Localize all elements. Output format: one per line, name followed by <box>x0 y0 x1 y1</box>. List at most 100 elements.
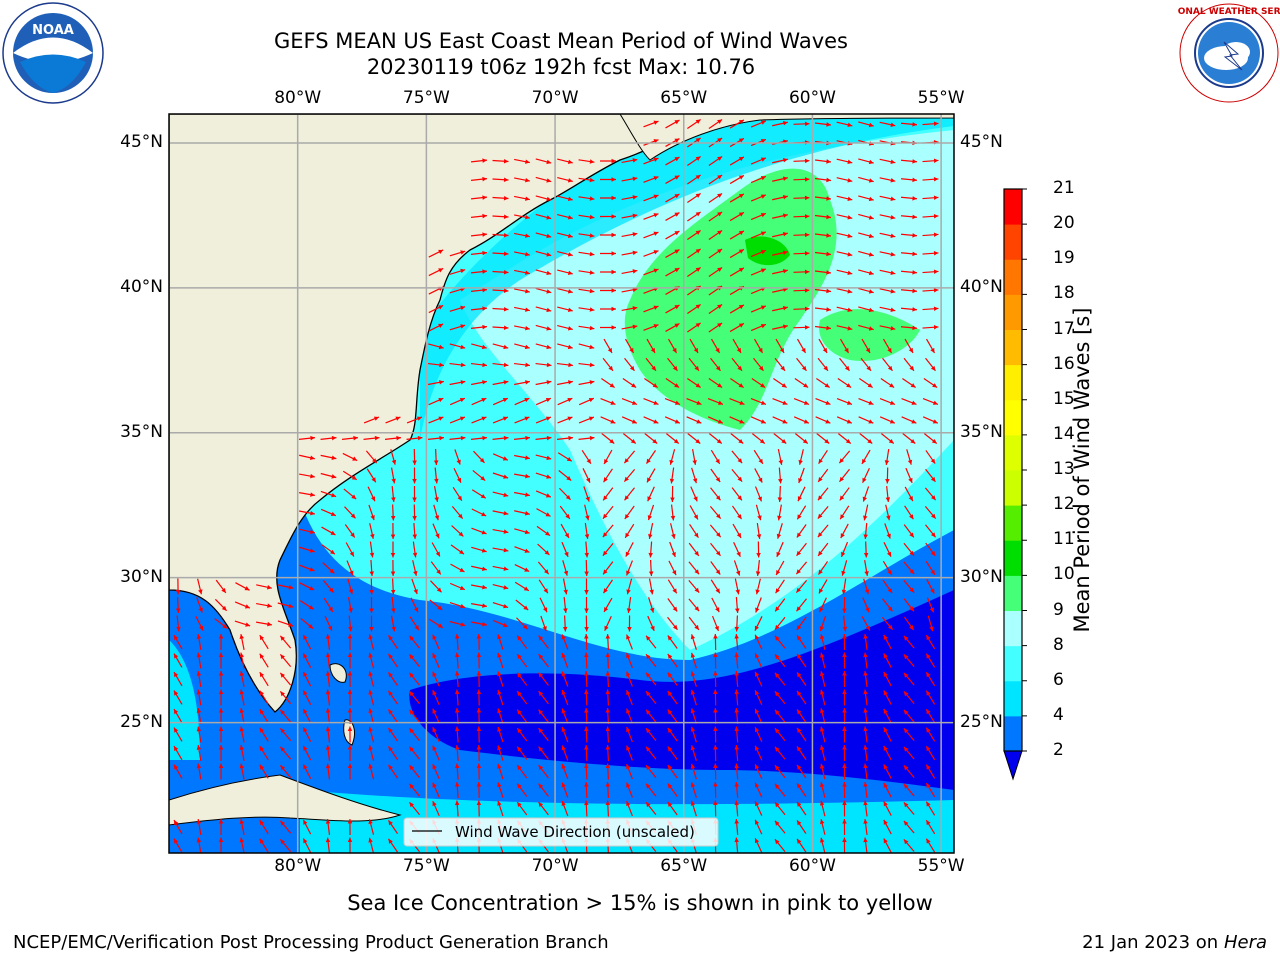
wind-arrow-head <box>497 634 502 640</box>
wind-arrow-head <box>863 819 868 824</box>
lat-tick-label: 30°N <box>960 566 1003 587</box>
wind-arrow-head <box>903 802 909 808</box>
wind-arrow-head <box>502 456 508 461</box>
wind-arrow-head <box>524 397 530 403</box>
wind-arrow-head <box>454 671 460 676</box>
wind-arrow-head <box>542 607 548 613</box>
colorbar-segment <box>1004 399 1022 436</box>
colorbar-segment <box>1004 505 1022 541</box>
wind-arrow-head <box>782 121 788 126</box>
wind-arrow-head <box>567 233 573 239</box>
wind-arrow-head <box>347 671 353 676</box>
wind-arrow-head <box>715 569 721 575</box>
wind-arrow-head <box>883 838 888 844</box>
wind-arrow-head <box>218 837 224 842</box>
wind-arrow-head <box>481 566 487 571</box>
wind-arrow-head <box>568 435 573 441</box>
wind-arrow-head <box>480 475 486 481</box>
colorbar-segment <box>1004 575 1022 611</box>
wind-arrow-head <box>912 233 917 238</box>
wind-arrow-head <box>826 325 831 331</box>
wind-arrow-head <box>545 397 551 403</box>
wind-arrow-head <box>819 782 825 788</box>
wind-arrow-head <box>625 551 630 557</box>
wind-arrow-head <box>885 478 890 484</box>
wind-arrow-head <box>409 691 415 697</box>
wind-arrow-head <box>690 634 696 640</box>
wind-arrow-head <box>303 690 308 696</box>
wind-arrow-head <box>777 515 782 521</box>
wind-arrow-head <box>782 250 788 255</box>
colorbar-tick-label: 16 <box>1053 353 1075 374</box>
wind-arrow-head <box>567 344 573 350</box>
wind-arrow-head <box>841 589 847 595</box>
wind-arrow-head <box>713 689 718 695</box>
wind-arrow-head <box>646 746 651 752</box>
wind-arrow-head <box>605 671 611 676</box>
wind-arrow-head <box>388 635 393 641</box>
chart-title: GEFS MEAN US East Coast Mean Period of W… <box>274 29 848 53</box>
wind-arrow-head <box>847 252 853 257</box>
wind-arrow-head <box>909 587 915 593</box>
wind-arrow-head <box>631 383 637 388</box>
wind-arrow-head <box>847 326 853 331</box>
wind-arrow-head <box>602 532 608 538</box>
lat-tick-label: 45°N <box>960 131 1003 152</box>
wind-arrow-head <box>929 626 934 632</box>
wind-arrow-head <box>221 605 227 611</box>
wind-arrow-head <box>738 383 744 388</box>
wind-arrow-head <box>604 625 609 631</box>
wind-arrow-head <box>667 691 673 696</box>
lat-tick-label: 35°N <box>960 421 1003 442</box>
wind-arrow-head <box>567 196 573 202</box>
wind-arrow-head <box>605 782 611 787</box>
wind-arrow-head <box>776 570 781 576</box>
wind-arrow-head <box>840 533 845 539</box>
wind-arrow-head <box>459 567 465 572</box>
wind-arrow-head <box>631 419 637 424</box>
land-canada <box>619 114 954 161</box>
colorbar-tick-label: 11 <box>1053 529 1075 550</box>
wind-arrow-head <box>239 837 245 843</box>
wind-arrow-head <box>886 515 891 521</box>
wind-arrow-head <box>796 587 801 593</box>
nws-logo-text: NATIONAL WEATHER SERVICE <box>1178 7 1280 17</box>
wind-arrow-head <box>476 652 482 658</box>
wind-arrow-head <box>459 585 465 590</box>
wind-arrow-head <box>626 782 631 788</box>
wind-arrow-head <box>476 745 482 750</box>
wind-arrow-head <box>502 397 508 403</box>
wind-arrow-head <box>624 458 629 464</box>
wind-arrow-head <box>863 763 868 769</box>
wind-arrow-head <box>412 460 417 465</box>
wind-arrow-head <box>754 801 760 807</box>
wind-arrow-head <box>823 365 828 371</box>
wind-arrow-head <box>288 603 294 609</box>
wind-arrow-head <box>778 478 783 484</box>
lon-tick-label: 60°W <box>788 856 836 876</box>
wind-arrow-head <box>438 344 444 350</box>
wind-arrow-head <box>734 671 739 676</box>
wind-arrow-head <box>199 625 204 631</box>
wind-arrow-head <box>667 728 673 733</box>
wind-arrow-head <box>842 745 847 750</box>
wind-arrow-head <box>903 728 909 734</box>
wind-arrow-head <box>604 458 609 464</box>
wind-arrow-head <box>694 606 700 612</box>
wind-arrow-head <box>909 625 914 631</box>
chart-subtitle: 20230119 t06z 192h fcst Max: 10.76 <box>366 55 756 79</box>
wind-arrow-head <box>797 727 802 733</box>
wind-arrow-head <box>267 603 272 608</box>
wind-arrow-head <box>409 709 415 715</box>
wind-arrow-head <box>818 569 823 575</box>
wind-arrow-head <box>565 494 571 500</box>
wind-arrow-head <box>715 588 720 594</box>
wind-arrow-head <box>561 634 566 640</box>
wind-arrow-head <box>863 634 868 639</box>
wind-arrow-head <box>803 400 809 405</box>
wind-arrow-head <box>589 214 595 220</box>
wind-arrow-head <box>717 211 723 217</box>
wind-arrow-head <box>454 689 460 695</box>
wind-arrow-head <box>482 621 487 627</box>
wind-arrow-head <box>713 745 718 750</box>
